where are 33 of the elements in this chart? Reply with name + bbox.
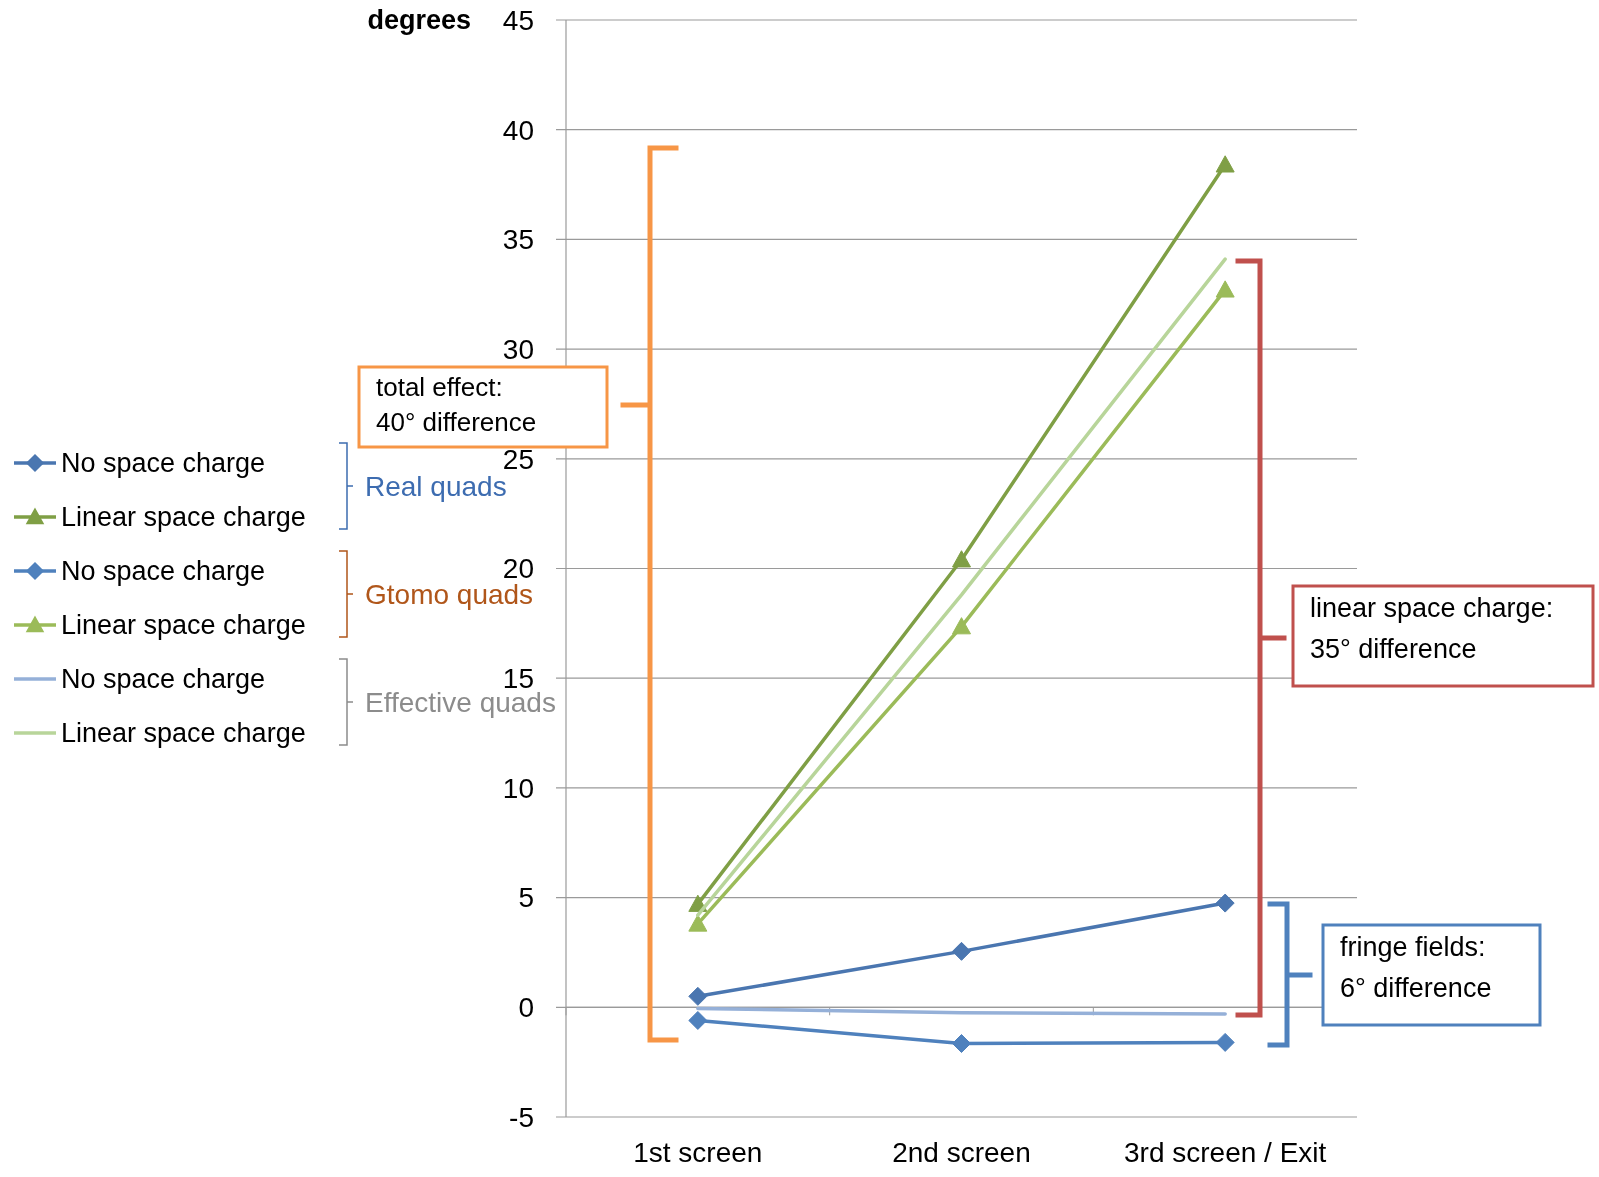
legend-label: Linear space charge — [61, 502, 306, 533]
legend-label: No space charge — [61, 448, 266, 479]
point — [1215, 280, 1235, 298]
annotation: fringe fields: 6° difference — [1340, 932, 1492, 1003]
legend-label: No space charge — [61, 664, 266, 695]
legend-label: No space charge — [61, 556, 266, 587]
point — [688, 914, 708, 932]
y-tick-label: 45 — [502, 4, 534, 36]
x-tick-label: 3rd screen / Exit — [1124, 1137, 1327, 1168]
point — [952, 941, 971, 961]
point — [1215, 155, 1235, 173]
point — [1215, 893, 1235, 913]
point — [1215, 1032, 1235, 1052]
point — [952, 1034, 971, 1053]
y-tick-label: 0 — [518, 992, 534, 1024]
y-tick-label: 10 — [502, 772, 534, 804]
point — [688, 1010, 708, 1030]
y-tick-label: 35 — [502, 224, 534, 256]
y-axis-title: degrees — [367, 5, 471, 36]
y-tick-label: 15 — [502, 663, 534, 694]
x-tick-label: 1st screen — [633, 1137, 763, 1168]
legend-label: Linear space charge — [61, 718, 306, 749]
annotation: linear space charge: 35° difference — [1310, 593, 1554, 664]
text: total effect: 40° difference — [376, 372, 537, 437]
point — [952, 617, 971, 635]
legend-label: Linear space charge — [61, 610, 306, 641]
y-tick-label: 30 — [502, 333, 534, 365]
x-tick-label: 2nd screen — [892, 1137, 1031, 1168]
point — [952, 550, 971, 568]
y-tick-label: 5 — [518, 882, 534, 914]
point — [688, 986, 708, 1006]
y-tick-label: -5 — [509, 1101, 534, 1133]
y-tick-label: 40 — [502, 114, 534, 146]
